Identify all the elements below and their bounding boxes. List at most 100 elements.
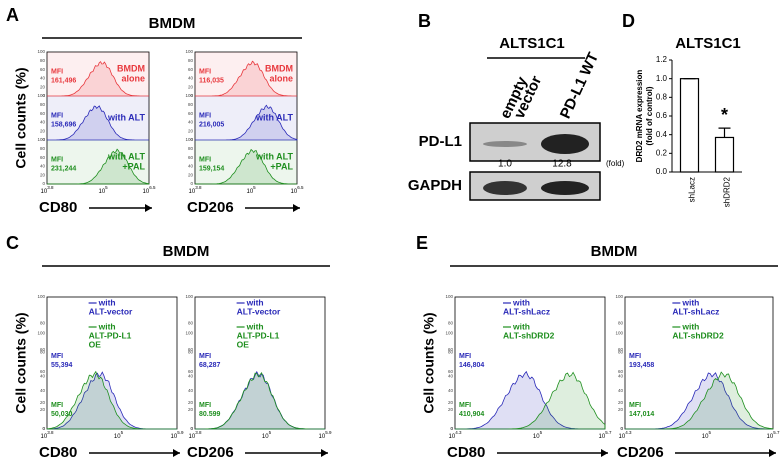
mfi-label: MFI <box>459 402 471 409</box>
x-tick-label: 106.5 <box>143 185 156 194</box>
y-tick-label: 100 <box>37 49 45 54</box>
x-axis-label: CD206 <box>617 444 664 461</box>
y-tick-label: 40 <box>618 388 624 393</box>
histogram-curve <box>195 60 297 97</box>
y-axis-label: Cell counts (%) <box>13 67 29 168</box>
y-tick-label: 0 <box>42 426 45 431</box>
blot-band <box>483 141 527 147</box>
x-axis-label: CD206 <box>187 199 234 216</box>
mfi-label: MFI <box>51 113 63 120</box>
y-tick-label: 80 <box>188 58 194 63</box>
arrow-head <box>293 204 300 212</box>
y-tick-label: 80 <box>40 350 46 355</box>
blot-band <box>541 134 589 154</box>
y-tick-label: 20 <box>40 172 46 177</box>
mfi-label: MFI <box>199 113 211 120</box>
fold-value: 12.8 <box>552 159 572 170</box>
x-axis-label: CD80 <box>447 444 485 461</box>
tick-exp: 3.8 <box>47 430 54 435</box>
legend-label: BMDM <box>117 63 145 73</box>
band-fill <box>195 52 297 96</box>
band-fill <box>195 140 297 184</box>
mfi-value: 50,030 <box>51 411 73 418</box>
y-tick-label: 0 <box>42 426 45 431</box>
y-tick-label: 20 <box>188 172 194 177</box>
histogram-curve <box>455 371 606 430</box>
y-tick-label: 100 <box>185 137 193 142</box>
panel-letter: B <box>418 11 431 31</box>
tick-exp: 3.8 <box>195 185 202 190</box>
legend-label: with ALT <box>255 112 293 122</box>
histogram-curve <box>195 148 297 185</box>
mfi-value: 68,287 <box>199 362 221 369</box>
x-tick-label: 105 <box>98 185 108 194</box>
panel-title: BMDM <box>591 243 638 260</box>
y-tick-label: 40 <box>40 164 46 169</box>
x-tick-label: shLacz <box>688 177 697 202</box>
histogram-curve <box>47 148 150 185</box>
arrow-head <box>601 449 608 457</box>
y-axis-label: Cell counts (%) <box>421 312 437 413</box>
mfi-value: 159,154 <box>199 166 224 173</box>
y-tick-label: 0 <box>620 426 623 431</box>
legend-label: BMDM <box>265 63 293 73</box>
y-tick-label: 60 <box>618 369 624 374</box>
y-tick-label: 0 <box>190 426 193 431</box>
mfi-label: MFI <box>51 157 63 164</box>
mfi-value: 116,035 <box>199 78 224 85</box>
x-axis-label: CD206 <box>187 444 234 461</box>
y-tick-label: 80 <box>40 102 46 107</box>
y-tick-label: 20 <box>188 407 194 412</box>
tick-base: 10 <box>291 189 298 195</box>
y-tick-label: 20 <box>188 400 194 405</box>
blot-band <box>483 181 527 195</box>
legend-label: with ALT <box>107 151 145 161</box>
y-tick-label: 60 <box>188 369 194 374</box>
x-tick-label: 106.5 <box>291 185 304 194</box>
error-bar <box>718 127 731 138</box>
y-tick-label: 40 <box>448 388 454 393</box>
y-tick-label: 60 <box>40 111 46 116</box>
y-tick-label: 0 <box>450 426 453 431</box>
tick-base: 10 <box>171 434 178 440</box>
mfi-label: MFI <box>51 353 63 360</box>
y-tick-label: 100 <box>37 330 45 335</box>
y-tick-label: 0.2 <box>656 148 668 157</box>
y-axis-label: (fold of control) <box>645 86 654 145</box>
y-tick-label: 60 <box>188 111 194 116</box>
tick-exp: 5.7 <box>773 430 780 435</box>
tick-base: 10 <box>189 434 196 440</box>
tick-base: 10 <box>143 189 150 195</box>
x-tick-label: 103.8 <box>189 185 202 194</box>
y-tick-label: 60 <box>188 347 194 352</box>
tick-exp: 5.9 <box>325 430 332 435</box>
mfi-label: MFI <box>199 402 211 409</box>
y-tick-label: 100 <box>37 294 45 299</box>
x-tick-label: 105 <box>262 430 272 439</box>
y-tick-label: 20 <box>618 400 624 405</box>
mfi-value: 146,804 <box>459 362 484 369</box>
x-tick-label: 105.7 <box>767 430 780 439</box>
y-tick-label: 20 <box>40 84 46 89</box>
mfi-value: 158,696 <box>51 122 76 129</box>
tick-exp: 5.9 <box>177 430 184 435</box>
legend-label: with <box>98 321 116 331</box>
y-tick-label: 40 <box>188 164 194 169</box>
tick-base: 10 <box>702 434 709 440</box>
y-tick-label: 20 <box>40 407 46 412</box>
fold-value: 1.0 <box>498 159 512 170</box>
y-tick-label: 60 <box>40 67 46 72</box>
y-tick-label: 0 <box>190 426 193 431</box>
tick-base: 10 <box>189 189 196 195</box>
y-tick-label: 80 <box>40 58 46 63</box>
tick-base: 10 <box>319 434 326 440</box>
y-tick-label: 80 <box>188 146 194 151</box>
mfi-value: 410,904 <box>459 411 484 418</box>
histogram-curve <box>47 105 149 141</box>
y-tick-label: 80 <box>448 321 454 326</box>
legend-label: alone <box>269 73 293 83</box>
annotation: * <box>721 105 728 125</box>
y-tick-label: 60 <box>618 347 624 352</box>
tick-base: 10 <box>41 434 48 440</box>
